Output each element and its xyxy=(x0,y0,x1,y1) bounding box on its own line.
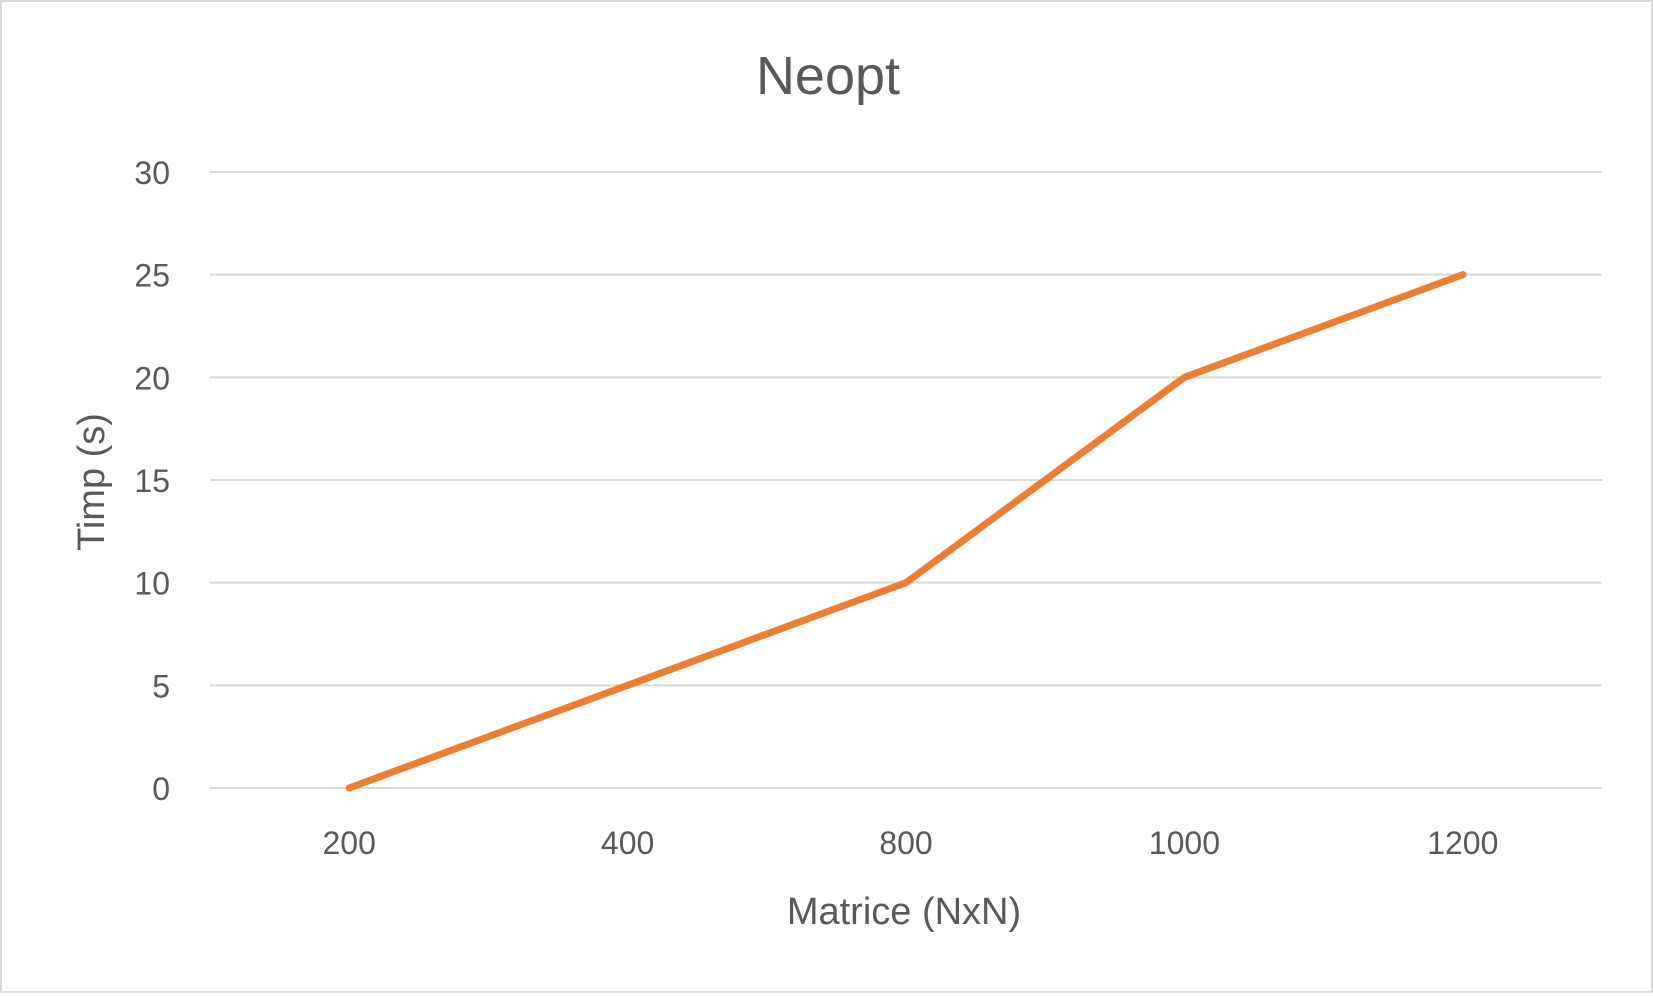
y-tick-label: 15 xyxy=(134,463,170,499)
data-point xyxy=(345,784,353,792)
data-point xyxy=(1459,271,1467,279)
y-axis-title: Timp (s) xyxy=(71,413,113,551)
y-tick-label: 0 xyxy=(152,771,170,807)
x-tick-label: 1000 xyxy=(1149,825,1220,861)
series-line xyxy=(345,271,1467,792)
x-axis-ticks: 200 400 800 1000 1200 xyxy=(323,825,1499,861)
x-tick-label: 400 xyxy=(601,825,654,861)
gridlines xyxy=(210,171,1602,789)
data-point xyxy=(1180,373,1188,381)
y-tick-label: 5 xyxy=(152,668,170,704)
data-point xyxy=(624,681,632,689)
x-tick-label: 800 xyxy=(879,825,932,861)
x-axis-title: Matrice (NxN) xyxy=(787,891,1021,933)
y-tick-label: 25 xyxy=(134,258,170,294)
x-tick-label: 200 xyxy=(323,825,376,861)
y-axis-ticks: 0 5 10 15 20 25 30 xyxy=(134,155,170,807)
chart-title: Neopt xyxy=(756,46,900,106)
y-tick-label: 10 xyxy=(134,566,170,602)
x-tick-label: 1200 xyxy=(1427,825,1498,861)
y-tick-label: 20 xyxy=(134,360,170,396)
series-layer xyxy=(345,271,1467,792)
data-point xyxy=(902,579,910,587)
y-tick-label: 30 xyxy=(134,155,170,191)
